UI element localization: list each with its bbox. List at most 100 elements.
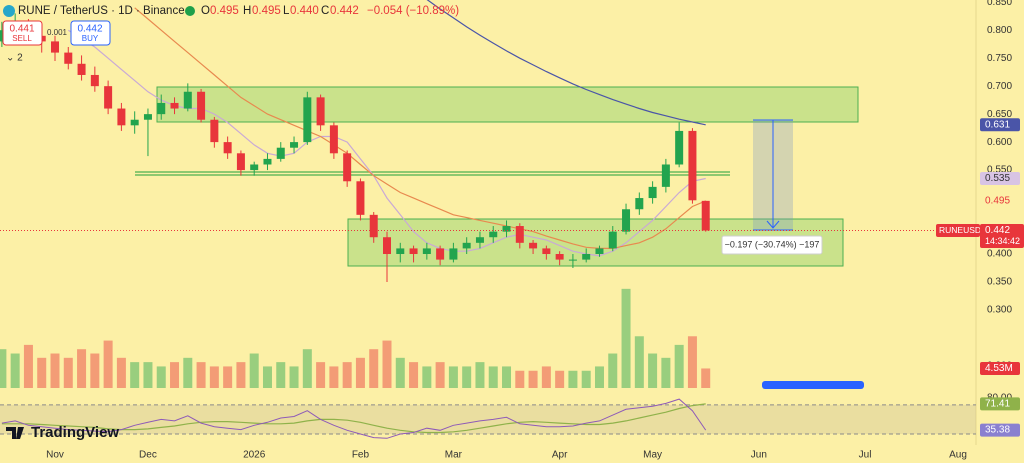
volume-bar <box>435 362 445 388</box>
resistance-zone[interactable] <box>156 86 859 123</box>
candle-body <box>236 153 245 171</box>
y-tick-label: 0.550 <box>987 165 1012 176</box>
ohlc-value: 0.495 <box>252 5 281 17</box>
volume-bar <box>209 366 219 388</box>
candle-body <box>183 91 192 109</box>
volume-tag: 4.53M <box>985 363 1013 374</box>
x-tick-label: Aug <box>949 450 967 461</box>
volume-bar <box>701 368 711 388</box>
candle-body <box>250 164 259 171</box>
volume-bar <box>568 370 578 388</box>
symbol-tag: RUNEUSDT <box>939 225 986 235</box>
candle-body <box>290 142 299 148</box>
x-tick-label: Feb <box>352 450 370 461</box>
volume-bar <box>10 353 20 388</box>
ma-value-tag-bg <box>980 118 1020 132</box>
volume-bar <box>594 366 604 388</box>
candle-body <box>688 130 697 201</box>
ma-value-tag: 0.535 <box>985 173 1010 184</box>
change: −0.054 (−10.89%) <box>367 5 459 17</box>
candle-body <box>329 125 338 154</box>
candle-body <box>555 254 564 260</box>
candle-body <box>197 91 206 120</box>
x-tick-label: May <box>643 450 662 461</box>
volume-bar <box>316 362 326 388</box>
buy-button[interactable] <box>70 20 111 46</box>
ohlc-key: L <box>283 5 290 17</box>
ohlc-key: H <box>243 5 251 17</box>
volume-bar <box>555 370 565 388</box>
volume-bar <box>50 353 60 388</box>
candle-body <box>157 102 166 115</box>
volume-bar <box>634 336 644 388</box>
symbol-icon <box>3 5 15 17</box>
last-price-tag-bg <box>980 224 1024 249</box>
sell-price: 0.441 <box>9 24 34 35</box>
candle-body <box>622 209 631 232</box>
volume-bar <box>674 344 684 388</box>
volume-bar <box>289 366 299 388</box>
volume-bar <box>103 340 113 388</box>
candle-body <box>104 86 113 109</box>
x-tick-label: 2026 <box>243 450 266 461</box>
ohlc-value: 0.440 <box>290 5 319 17</box>
volume-bar <box>329 366 339 388</box>
volume-bar <box>409 362 419 388</box>
volume-bar <box>515 370 525 388</box>
candle-body <box>303 97 312 143</box>
rsi-tag-bg <box>980 423 1020 437</box>
y-tick-label: 0.700 <box>987 81 1012 92</box>
volume-bar <box>90 353 100 388</box>
volume-bar <box>196 362 206 388</box>
candle-body <box>369 214 378 238</box>
volume-bar <box>621 288 631 388</box>
y-tick-label: 0.800 <box>987 25 1012 36</box>
measure-arrowhead <box>766 220 780 229</box>
sell-button[interactable] <box>2 20 43 46</box>
x-tick-label: Apr <box>552 450 568 461</box>
rsi-ma-tag-bg <box>980 397 1020 411</box>
volume-bar <box>448 366 458 388</box>
sell-label: SELL <box>12 34 32 43</box>
volume-bar <box>502 366 512 388</box>
candle-body <box>422 248 431 255</box>
candle-body <box>449 248 458 260</box>
x-tick-label: Jul <box>859 450 872 461</box>
candle-body <box>383 237 391 255</box>
volume-bar <box>249 353 259 388</box>
ohlc-key: O <box>201 5 210 17</box>
volume-bar <box>475 362 485 388</box>
scroll-button[interactable] <box>762 381 864 389</box>
moving-average <box>426 0 706 126</box>
candle-body <box>77 63 86 75</box>
volume-bar <box>116 357 126 388</box>
volume-bar <box>528 370 538 388</box>
y-tick-label: 0.400 <box>987 249 1012 260</box>
market-status <box>185 6 195 16</box>
candle-body <box>701 200 710 231</box>
volume-bar <box>223 366 233 388</box>
candle-body <box>582 254 591 260</box>
indicator-toggle[interactable]: ⌄ 2 <box>6 53 23 64</box>
y-tick-label: 0.650 <box>987 109 1012 120</box>
y-tick-label: 0.350 <box>987 277 1012 288</box>
candle-body <box>475 237 484 243</box>
y-tick-label: 0.300 <box>987 305 1012 316</box>
volume-bar <box>130 362 140 388</box>
candle-body <box>143 114 152 120</box>
candle-body <box>608 231 617 249</box>
volume-bar <box>648 353 658 388</box>
x-tick-label: Jun <box>751 450 767 461</box>
volume-bar <box>236 362 246 388</box>
candle-body <box>356 181 365 215</box>
x-tick-label: Nov <box>46 450 64 461</box>
x-tick-label: Dec <box>139 450 157 461</box>
ma-value-tag: 0.495 <box>985 195 1010 206</box>
y-tick-label: 0.750 <box>987 53 1012 64</box>
ma-value-tag: 0.631 <box>985 119 1010 130</box>
countdown: 14:34:42 <box>985 236 1020 246</box>
ohlc-value: 0.442 <box>330 5 359 17</box>
candle-body <box>343 153 352 182</box>
rsi-tag: 35.38 <box>985 425 1010 436</box>
volume-bar <box>63 357 73 388</box>
